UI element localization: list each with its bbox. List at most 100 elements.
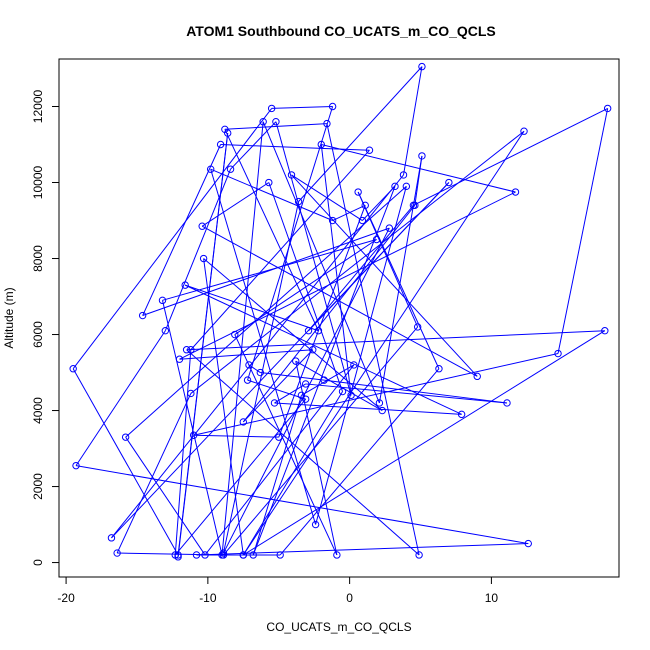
data-point bbox=[171, 551, 179, 559]
data-point bbox=[275, 433, 283, 441]
series-segment bbox=[274, 383, 306, 404]
series-segment bbox=[223, 326, 419, 556]
data-point bbox=[354, 188, 362, 196]
data-point bbox=[524, 539, 532, 548]
data-point bbox=[121, 433, 130, 441]
series-segment bbox=[186, 349, 420, 556]
series-segment bbox=[142, 144, 222, 316]
series-segment bbox=[315, 186, 407, 525]
y-axis-label: Altitude (m) bbox=[2, 287, 16, 348]
data-point bbox=[338, 387, 347, 396]
series-segment bbox=[223, 227, 390, 554]
x-tick-label: 0 bbox=[346, 591, 353, 605]
data-point bbox=[603, 104, 612, 113]
data-point bbox=[347, 391, 355, 400]
series-segment bbox=[291, 174, 363, 221]
series-segment bbox=[162, 239, 377, 301]
data-point bbox=[314, 327, 323, 335]
series-segment bbox=[220, 144, 370, 151]
series-segment bbox=[326, 123, 420, 556]
series-segment bbox=[75, 330, 166, 466]
series-segment bbox=[242, 130, 525, 556]
data-point bbox=[413, 323, 422, 331]
series-segment bbox=[308, 182, 450, 332]
series-segment bbox=[221, 121, 264, 556]
data-point bbox=[287, 171, 296, 179]
series-segment bbox=[184, 284, 462, 415]
x-tick-label: -20 bbox=[57, 591, 75, 605]
series-segment bbox=[162, 300, 223, 556]
series-segment bbox=[234, 334, 338, 556]
y-tick-label: 0 bbox=[31, 559, 45, 566]
data-point bbox=[375, 399, 384, 407]
series-segment bbox=[185, 284, 319, 332]
y-tick-label: 2000 bbox=[31, 473, 45, 500]
series-segment bbox=[230, 121, 277, 170]
data-point bbox=[226, 165, 235, 173]
series-segment bbox=[278, 205, 366, 438]
series-segment bbox=[111, 174, 404, 539]
data-point bbox=[301, 380, 310, 388]
data-point bbox=[181, 281, 189, 289]
data-point bbox=[378, 406, 386, 415]
data-point bbox=[503, 399, 511, 407]
series-segment bbox=[298, 66, 423, 202]
series-segment bbox=[279, 368, 440, 556]
y-axis: 0 2000 4000 6000 8000 10000 12000 bbox=[31, 89, 60, 566]
series-segment bbox=[260, 372, 325, 381]
data-point bbox=[206, 165, 215, 173]
data-point bbox=[107, 534, 116, 542]
data-point bbox=[239, 418, 248, 426]
series-segment bbox=[72, 368, 179, 556]
series-segment bbox=[413, 107, 608, 206]
series-segment bbox=[203, 258, 383, 411]
series-segment bbox=[203, 258, 244, 556]
data-point bbox=[175, 355, 184, 363]
data-point bbox=[231, 330, 239, 339]
data-point bbox=[113, 549, 121, 557]
series-segment bbox=[321, 144, 516, 193]
series-segment bbox=[164, 169, 232, 331]
data-point bbox=[249, 551, 257, 559]
data-point bbox=[245, 361, 253, 369]
series-points bbox=[69, 62, 612, 561]
data-point bbox=[158, 296, 167, 305]
data-point bbox=[520, 127, 528, 135]
data-point bbox=[192, 551, 201, 559]
x-axis: -20 -10 0 10 bbox=[57, 576, 498, 605]
series-segment bbox=[274, 402, 462, 415]
series-segment bbox=[271, 106, 333, 109]
series-segment bbox=[142, 227, 390, 317]
series-segment bbox=[295, 361, 338, 556]
data-point bbox=[361, 201, 369, 210]
data-point bbox=[243, 376, 252, 384]
series-segment bbox=[291, 174, 478, 377]
data-point bbox=[276, 551, 284, 559]
data-point bbox=[187, 389, 195, 398]
data-point bbox=[385, 224, 394, 232]
data-point bbox=[445, 178, 453, 187]
series-segment bbox=[224, 123, 327, 130]
data-point bbox=[411, 201, 419, 210]
data-point bbox=[221, 125, 229, 134]
series-segment bbox=[275, 121, 352, 396]
series-segment bbox=[295, 360, 383, 411]
series-segment bbox=[190, 130, 525, 394]
data-point bbox=[272, 118, 280, 126]
series-segment bbox=[557, 108, 609, 354]
data-point bbox=[138, 311, 147, 320]
data-point bbox=[350, 361, 358, 369]
data-point bbox=[415, 551, 423, 559]
series-segment bbox=[125, 436, 206, 556]
data-point bbox=[391, 182, 399, 191]
data-point bbox=[309, 346, 317, 354]
series-segment bbox=[174, 349, 192, 555]
data-point bbox=[69, 365, 77, 373]
data-point bbox=[72, 461, 80, 470]
data-point bbox=[328, 216, 337, 225]
series-segment bbox=[186, 330, 605, 351]
data-point bbox=[216, 140, 225, 149]
series-segment bbox=[324, 379, 508, 404]
data-point bbox=[601, 327, 609, 335]
